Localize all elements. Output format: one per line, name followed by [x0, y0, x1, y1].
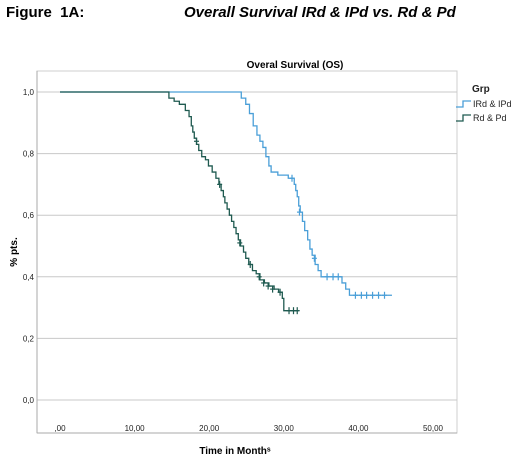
legend-swatch-1 — [456, 100, 471, 108]
censor-mark — [324, 273, 330, 281]
x-tick-labels: ,00 10,00 20,00 30,00 40,00 50,00 — [54, 424, 443, 433]
figure-label: Figure 1A: — [6, 4, 85, 21]
y-tick-label: 0,6 — [23, 211, 35, 220]
censor-mark — [261, 279, 267, 287]
legend: Grp IRd & IPd Rd & Pd — [456, 84, 512, 123]
legend-title: Grp — [472, 84, 490, 95]
censor-mark — [265, 282, 271, 290]
censor-mark — [382, 291, 388, 299]
y-axis-label: % pts. — [9, 237, 20, 267]
x-tick-label: 20,00 — [199, 424, 220, 433]
x-tick-label: 30,00 — [274, 424, 295, 433]
x-tick-label: 50,00 — [423, 424, 444, 433]
censor-mark — [358, 291, 364, 299]
x-tick-label: 10,00 — [125, 424, 146, 433]
plot-frame — [36, 70, 458, 434]
legend-item-label: Rd & Pd — [473, 113, 507, 123]
censor-mark — [335, 273, 341, 281]
series-line-2 — [60, 91, 299, 312]
censor-mark — [294, 307, 300, 315]
censor-mark — [217, 180, 223, 188]
censor-mark — [364, 291, 370, 299]
legend-swatch-2 — [456, 114, 471, 122]
y-tick-label: 0,4 — [23, 273, 35, 282]
series-group — [60, 91, 392, 315]
series-line-1 — [60, 91, 392, 296]
censor-mark — [277, 288, 283, 296]
censor-mark — [286, 307, 292, 315]
gridlines — [37, 91, 457, 401]
censor-mark — [376, 291, 382, 299]
censor-mark — [256, 273, 262, 281]
y-tick-label: 1,0 — [23, 88, 35, 97]
censor-mark — [352, 291, 358, 299]
chart-title: Overal Survival (OS) — [247, 60, 344, 71]
censor-mark — [289, 174, 295, 182]
censor-mark — [370, 291, 376, 299]
censor-mark — [270, 285, 276, 293]
y-tick-label: 0,2 — [23, 334, 35, 343]
x-tick-label: 40,00 — [348, 424, 369, 433]
censor-mark — [237, 239, 243, 247]
y-tick-labels: 0,0 0,2 0,4 0,6 0,8 1,0 — [23, 88, 35, 405]
censor-mark — [194, 137, 200, 145]
x-tick-label: ,00 — [54, 424, 66, 433]
x-axis-label: Time in Monthˢ — [199, 446, 271, 457]
censor-mark — [247, 260, 253, 268]
legend-item-label: IRd & IPd — [473, 99, 512, 109]
y-tick-label: 0,0 — [23, 396, 35, 405]
censor-mark — [311, 254, 317, 262]
y-tick-label: 0,8 — [23, 150, 35, 159]
censor-mark — [330, 273, 336, 281]
censor-mark — [296, 208, 302, 216]
figure-title: Overall Survival IRd & IPd vs. Rd & Pd — [184, 4, 456, 21]
